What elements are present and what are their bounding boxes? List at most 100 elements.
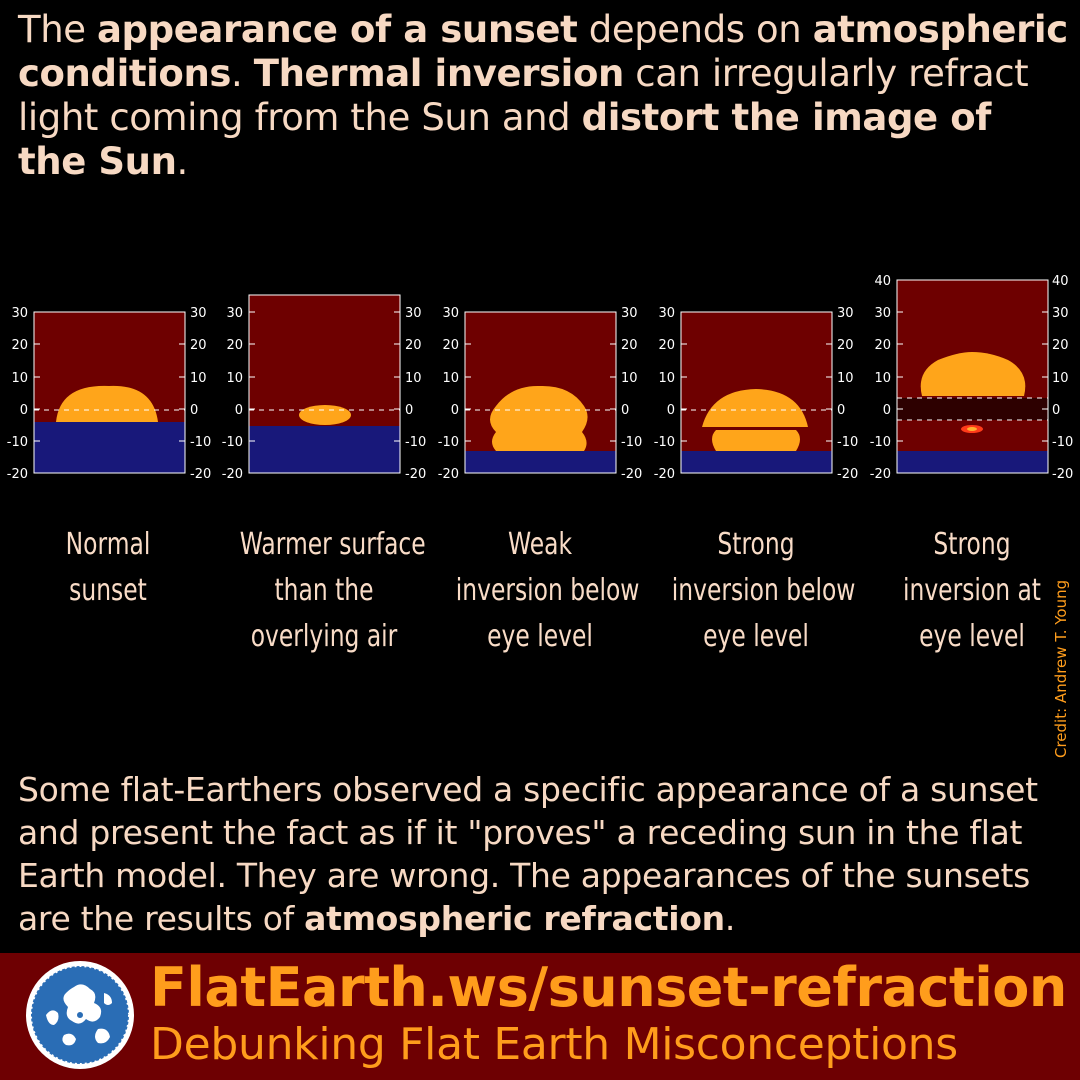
sky-area — [249, 295, 400, 427]
caption-line: inversion at — [902, 573, 1041, 608]
panel-warmer-surface: 30 20 10 0 -10 -20 30 20 10 0 -10 -20 — [222, 294, 426, 482]
y-tick-label-right: 10 — [837, 371, 854, 386]
sea-area — [681, 451, 832, 473]
site-url[interactable]: FlatEarth.ws/sunset-refraction — [150, 956, 1067, 1019]
panel-weak-inversion: 30 20 10 0 -10 -20 30 20 10 0 -10 -20 — [438, 306, 642, 482]
plot-frame — [464, 311, 617, 474]
y-tick-label: 10 — [226, 371, 243, 386]
tick-marks — [34, 311, 185, 474]
y-tick-label: 20 — [11, 338, 28, 353]
globe-icon[interactable] — [24, 959, 136, 1071]
y-tick-label: 10 — [874, 371, 891, 386]
y-tick-label-right: 30 — [190, 306, 207, 321]
caption-line: Weak — [507, 527, 573, 562]
caption-warmer-surface: Warmer surface than the overlying air — [239, 522, 426, 660]
y-tick-label: -10 — [870, 435, 891, 450]
y-tick-label-right: 30 — [405, 306, 422, 321]
y-tick-label-right: 0 — [837, 403, 845, 418]
sun-image — [56, 385, 158, 422]
caption-line: sunset — [69, 573, 147, 608]
y-tick-label: 20 — [874, 338, 891, 353]
y-tick-label-right: 20 — [621, 338, 638, 353]
y-tick-label-right: -20 — [190, 467, 211, 482]
caption-normal-sunset: Normal sunset — [24, 522, 192, 614]
y-tick-label: -10 — [222, 435, 243, 450]
y-tick-label: 0 — [451, 403, 459, 418]
sunset-panels-svg: 30 20 10 0 -10 -20 30 20 10 0 -10 -20 30 — [7, 274, 1073, 482]
y-tick-label: 30 — [874, 306, 891, 321]
sun-image-lower — [712, 430, 800, 451]
outro-text: Some flat-Earthers observed a specific a… — [18, 770, 1038, 938]
y-tick-label-right: -10 — [190, 435, 211, 450]
y-tick-label-right: 30 — [837, 306, 854, 321]
y-tick-label: 10 — [442, 371, 459, 386]
y-tick-label: 20 — [442, 338, 459, 353]
caption-strong-inversion-at: Strong inversion at eye level — [888, 522, 1056, 660]
tick-marks — [465, 311, 616, 474]
y-tick-label-right: 40 — [1052, 274, 1069, 289]
y-tick-label: 20 — [658, 338, 675, 353]
tick-marks — [897, 279, 1048, 474]
y-tick-label-right: 10 — [405, 371, 422, 386]
y-tick-label-right: 0 — [621, 403, 629, 418]
sea-area — [465, 451, 616, 473]
sun-image-upper — [702, 389, 808, 427]
y-tick-label-right: 10 — [1052, 371, 1069, 386]
y-tick-label: 0 — [883, 403, 891, 418]
duct-band — [897, 398, 1048, 420]
y-tick-label-right: 0 — [405, 403, 413, 418]
y-tick-label: -10 — [654, 435, 675, 450]
caption-line: overlying air — [250, 619, 398, 654]
caption-strong-inversion-below: Strong inversion below eye level — [672, 522, 856, 660]
caption-line: Warmer surface — [239, 527, 426, 562]
y-tick-label: 10 — [658, 371, 675, 386]
y-tick-label: 30 — [658, 306, 675, 321]
site-tagline: Debunking Flat Earth Misconceptions — [150, 1019, 958, 1070]
y-tick-label: -20 — [870, 467, 891, 482]
sun-image — [490, 385, 588, 451]
y-tick-label-right: 10 — [621, 371, 638, 386]
y-tick-label-right: 20 — [190, 338, 207, 353]
sun-image — [920, 352, 1026, 396]
y-tick-label: -20 — [654, 467, 675, 482]
caption-line: than the — [274, 573, 374, 608]
caption-line: eye level — [919, 619, 1025, 654]
sunset-diagram: 30 20 10 0 -10 -20 30 20 10 0 -10 -20 30 — [0, 262, 1080, 492]
y-tick-label-right: 20 — [1052, 338, 1069, 353]
image-credit: Credit: Andrew T. Young — [1052, 579, 1070, 758]
plot-frame — [33, 311, 186, 474]
y-tick-label-right: -20 — [405, 467, 426, 482]
y-tick-label-right: -20 — [621, 467, 642, 482]
y-tick-label-right: 0 — [1052, 403, 1060, 418]
y-tick-label: -20 — [222, 467, 243, 482]
intro-text: The appearance of a sunset depends on at… — [18, 8, 1068, 183]
y-tick-label: 30 — [11, 306, 28, 321]
tick-marks — [249, 311, 400, 474]
y-tick-label: -20 — [438, 467, 459, 482]
panel-strong-inversion-at: 40 30 20 10 0 -10 -20 40 30 20 10 0 -10 … — [870, 274, 1073, 482]
plot-frame — [248, 294, 401, 474]
sun-image — [299, 405, 351, 425]
caption-line: Normal — [65, 527, 151, 562]
y-tick-label-right: -20 — [837, 467, 858, 482]
plot-frame — [680, 311, 833, 474]
y-tick-label: 0 — [667, 403, 675, 418]
sea-area — [897, 451, 1048, 473]
y-tick-label: 30 — [442, 306, 459, 321]
y-tick-label: 30 — [226, 306, 243, 321]
y-tick-label-right: 30 — [621, 306, 638, 321]
sun-flare-core — [967, 427, 977, 431]
y-tick-label-right: -10 — [837, 435, 858, 450]
caption-line: eye level — [703, 619, 809, 654]
y-tick-label-right: 20 — [837, 338, 854, 353]
caption-weak-inversion: Weak inversion below eye level — [456, 522, 640, 660]
panel-normal-sunset: 30 20 10 0 -10 -20 30 20 10 0 -10 -20 — [7, 306, 211, 482]
y-tick-label-right: 30 — [1052, 306, 1069, 321]
y-tick-label: 20 — [226, 338, 243, 353]
panel-strong-inversion-below: 30 20 10 0 -10 -20 30 20 10 0 -10 -20 — [654, 306, 858, 482]
sea-area — [34, 422, 185, 473]
y-tick-label: 40 — [874, 274, 891, 289]
y-tick-label-right: 20 — [405, 338, 422, 353]
y-tick-label-right: -10 — [405, 435, 426, 450]
sea-area — [249, 426, 400, 473]
